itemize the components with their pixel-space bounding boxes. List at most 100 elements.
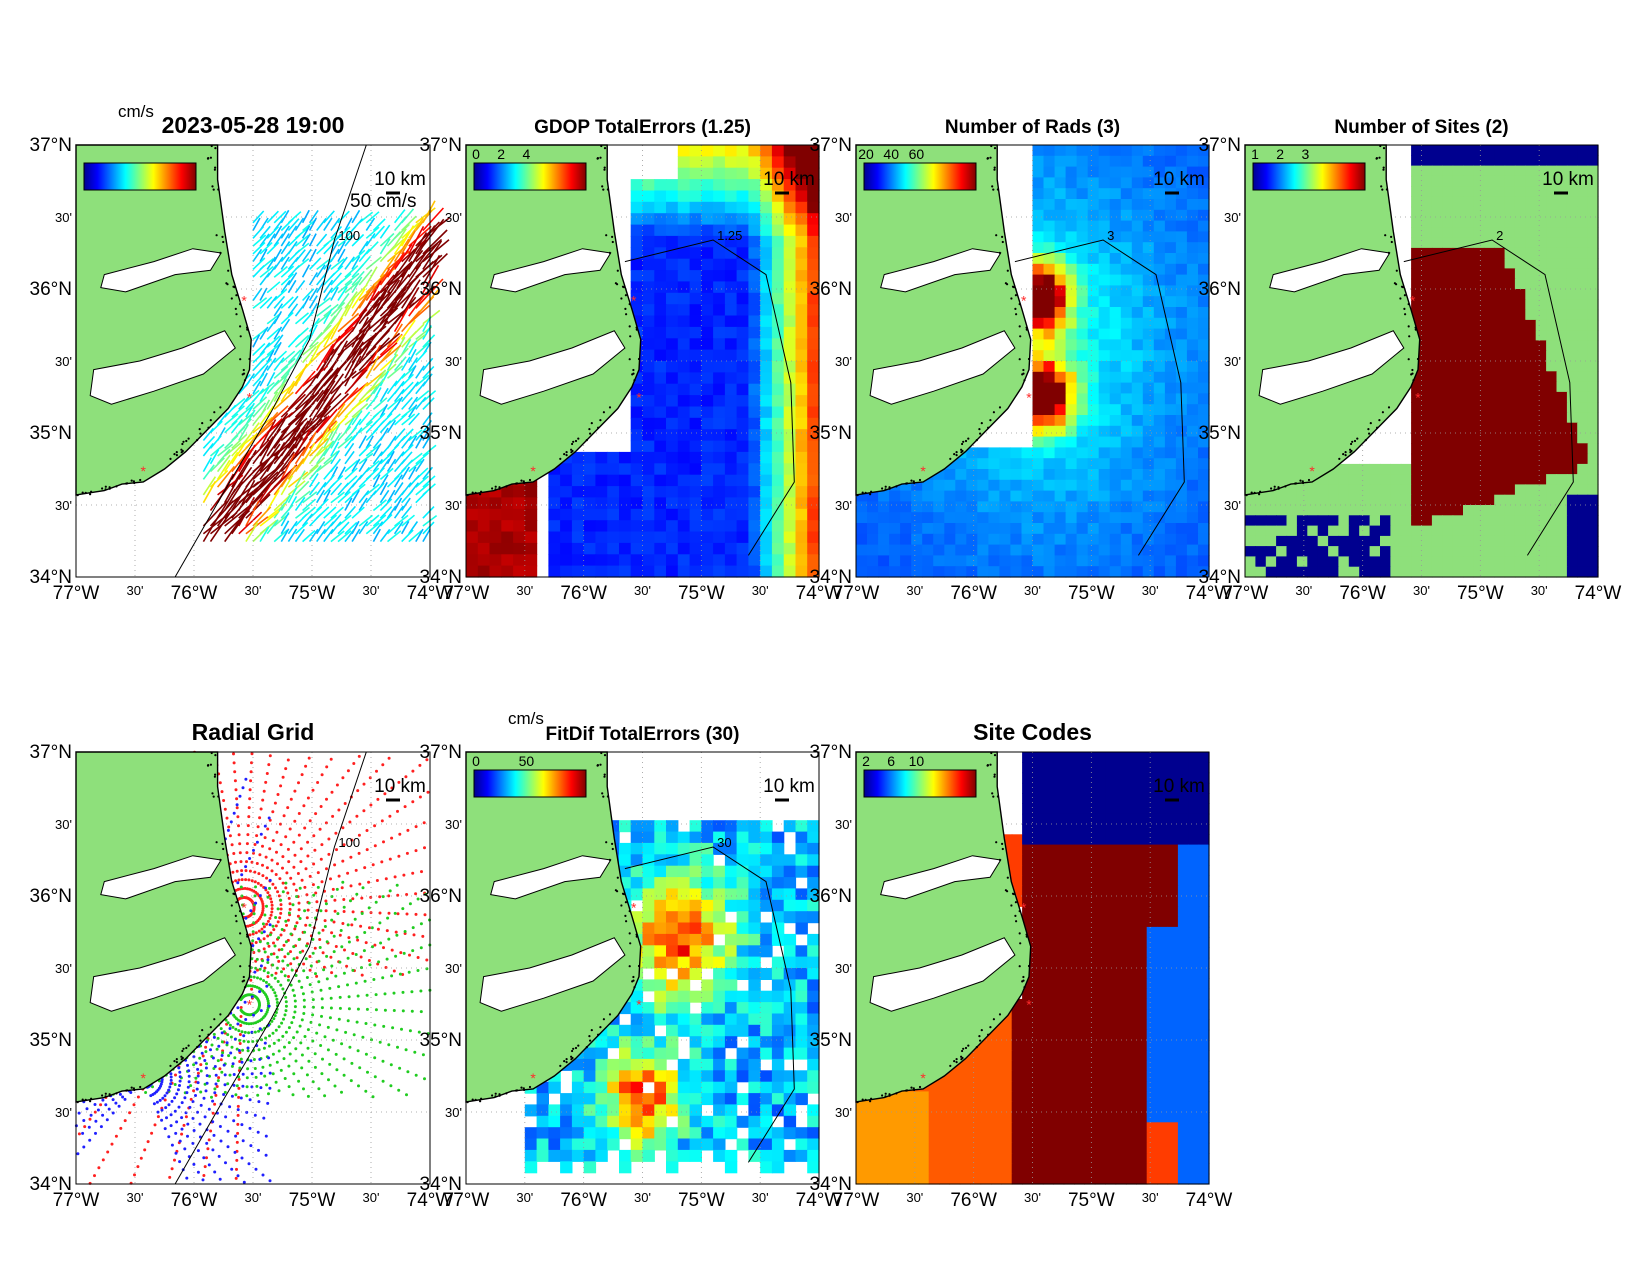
current-vector — [280, 350, 296, 364]
radial-grid-point — [371, 863, 375, 867]
grid-cell — [1535, 227, 1547, 239]
grid-cell — [1142, 253, 1155, 265]
coast-dot — [955, 454, 958, 457]
coast-dot — [624, 294, 628, 297]
grid-cell — [1109, 371, 1122, 384]
grid-cell — [1021, 512, 1034, 524]
grid-cell — [642, 542, 655, 555]
coast-dot — [1403, 294, 1406, 297]
grid-cell — [1276, 494, 1288, 506]
grid-cell — [1153, 501, 1166, 513]
grid-cell — [771, 554, 785, 567]
current-vector — [316, 304, 332, 317]
grid-cell — [1186, 155, 1199, 168]
radial-grid-point — [294, 924, 297, 928]
grid-cell — [1087, 274, 1100, 286]
grid-cell — [955, 566, 967, 578]
grid-cell — [1065, 490, 1078, 502]
radial-grid-point — [287, 975, 290, 978]
current-vector — [308, 295, 318, 309]
grid-cell — [1431, 237, 1443, 249]
grid-cell — [1359, 535, 1371, 547]
radial-grid-point — [88, 1117, 92, 1121]
grid-cell — [1546, 289, 1558, 300]
radial-grid-point — [262, 789, 266, 793]
radial-grid-point — [308, 955, 312, 958]
grid-cell — [1109, 425, 1122, 438]
grid-cell — [1577, 566, 1589, 578]
radial-grid-point — [387, 911, 391, 915]
grid-cell — [583, 474, 597, 487]
grid-cell — [1021, 501, 1034, 513]
coast-dot — [628, 303, 631, 306]
current-vector — [252, 471, 279, 496]
current-vector — [337, 387, 359, 410]
coast-dot — [1245, 494, 1248, 497]
current-vector — [330, 280, 343, 294]
current-vector — [415, 285, 437, 309]
grid-cell — [1556, 484, 1568, 496]
radial-grid-point — [207, 1138, 211, 1142]
grid-cell — [713, 338, 726, 351]
lat-tick-label: 35°N — [1199, 423, 1241, 444]
current-vector — [231, 481, 251, 511]
grid-cell — [807, 429, 820, 442]
grid-cell — [1142, 339, 1155, 351]
grid-cell — [760, 349, 773, 362]
grid-cell — [1442, 268, 1454, 280]
grid-cell — [1076, 285, 1089, 297]
grid-cell — [1411, 227, 1423, 239]
grid-cell — [630, 304, 644, 317]
coast-dot — [1367, 428, 1370, 431]
grid-cell — [1442, 217, 1454, 228]
grid-cell — [524, 486, 538, 499]
grid-cell — [1043, 231, 1056, 243]
grid-cell — [1577, 165, 1589, 177]
grid-cell — [1307, 546, 1319, 557]
radial-grid-point — [252, 921, 256, 925]
grid-cell — [1065, 371, 1078, 384]
grid-cell — [1043, 274, 1056, 286]
grid-cell — [795, 190, 808, 203]
grid-cell — [677, 474, 691, 487]
radial-grid-point — [269, 985, 273, 989]
grid-cell — [760, 542, 773, 555]
grid-cell — [1421, 556, 1433, 568]
radial-grid-point — [247, 806, 251, 810]
current-vector — [408, 429, 423, 442]
grid-cell — [1010, 469, 1022, 481]
grid-cell — [1504, 340, 1516, 352]
radial-grid-point — [261, 906, 265, 910]
radial-grid-point — [261, 909, 265, 912]
grid-cell — [713, 383, 726, 396]
grid-cell — [595, 554, 608, 567]
coast-dot — [975, 439, 978, 442]
coast-dot — [597, 426, 600, 429]
grid-cell — [1054, 501, 1067, 513]
current-vector — [344, 442, 355, 457]
current-vector — [273, 210, 287, 224]
current-vector — [266, 489, 280, 511]
grid-cell — [807, 213, 820, 226]
radial-grid-point — [329, 877, 332, 881]
grid-cell — [701, 565, 714, 578]
grid-cell — [1043, 166, 1056, 178]
radial-grid-point — [222, 799, 226, 802]
grid-cell — [1245, 515, 1256, 527]
grid-cell — [1065, 533, 1078, 546]
radial-grid-point — [396, 809, 399, 813]
coast-dot — [1019, 335, 1022, 338]
grid-cell — [1452, 505, 1464, 516]
grid-cell — [771, 361, 785, 373]
grid-cell — [1504, 186, 1516, 197]
grid-cell — [724, 440, 738, 453]
grid-cell — [1525, 556, 1537, 568]
current-vector — [415, 349, 428, 364]
grid-cell — [889, 490, 901, 502]
radial-grid-point — [333, 863, 337, 867]
grid-cell — [713, 451, 726, 464]
current-vector — [386, 380, 398, 395]
grid-cell — [1473, 453, 1485, 465]
current-vector — [302, 408, 328, 434]
radial-grid-point — [259, 807, 263, 811]
